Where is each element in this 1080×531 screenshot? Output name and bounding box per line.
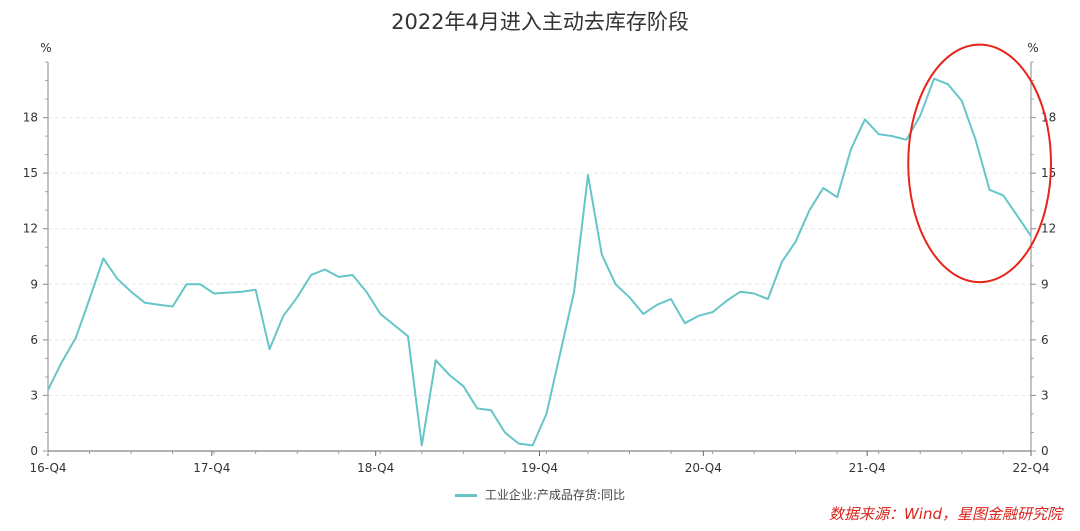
y-tick-label-right: 12	[1041, 222, 1056, 236]
x-tick-label: 21-Q4	[849, 461, 886, 475]
source-note: 数据来源：Wind，星图金融研究院	[828, 505, 1062, 523]
y-tick-label-left: 18	[23, 111, 38, 125]
legend-label: 工业企业:产成品存货:同比	[484, 488, 625, 502]
y-tick-label-left: 12	[23, 222, 38, 236]
x-tick-label: 16-Q4	[29, 461, 66, 475]
axes: 0 0 3 3 6 6 9 9 12 12 15 15 18 18% % 16-Q4 17-Q4 18-Q4 19-…	[23, 41, 1057, 475]
chart-title: 2022年4月进入主动去库存阶段	[391, 10, 689, 34]
y-unit-right: %	[1027, 41, 1038, 55]
x-tick-label: 20-Q4	[685, 461, 722, 475]
legend: 工业企业:产成品存货:同比	[0, 486, 1080, 503]
y-tick-label-right: 9	[1041, 277, 1049, 291]
series-group	[47, 77, 1032, 447]
grid-lines	[48, 117, 1031, 396]
highlight-ellipse	[907, 43, 1052, 284]
y-tick-label-right: 3	[1041, 388, 1049, 402]
y-unit-left: %	[40, 41, 51, 55]
y-tick-label-right: 6	[1041, 333, 1049, 347]
x-tick-label: 22-Q4	[1012, 461, 1049, 475]
y-tick-label-left: 3	[30, 388, 38, 402]
x-tick-label: 18-Q4	[357, 461, 394, 475]
legend-swatch	[455, 494, 478, 497]
x-tick-label: 17-Q4	[193, 461, 230, 475]
y-tick-label-left: 0	[30, 444, 38, 458]
y-tick-label-left: 6	[30, 333, 38, 347]
series-line	[47, 77, 1032, 447]
annotation-group	[907, 43, 1052, 284]
y-tick-label-right: 0	[1041, 444, 1049, 458]
x-tick-label: 19-Q4	[521, 461, 558, 475]
y-tick-label-left: 15	[23, 166, 38, 180]
y-tick-label-right: 15	[1041, 166, 1056, 180]
y-tick-label-left: 9	[30, 277, 38, 291]
y-tick-label-right: 18	[1041, 111, 1056, 125]
